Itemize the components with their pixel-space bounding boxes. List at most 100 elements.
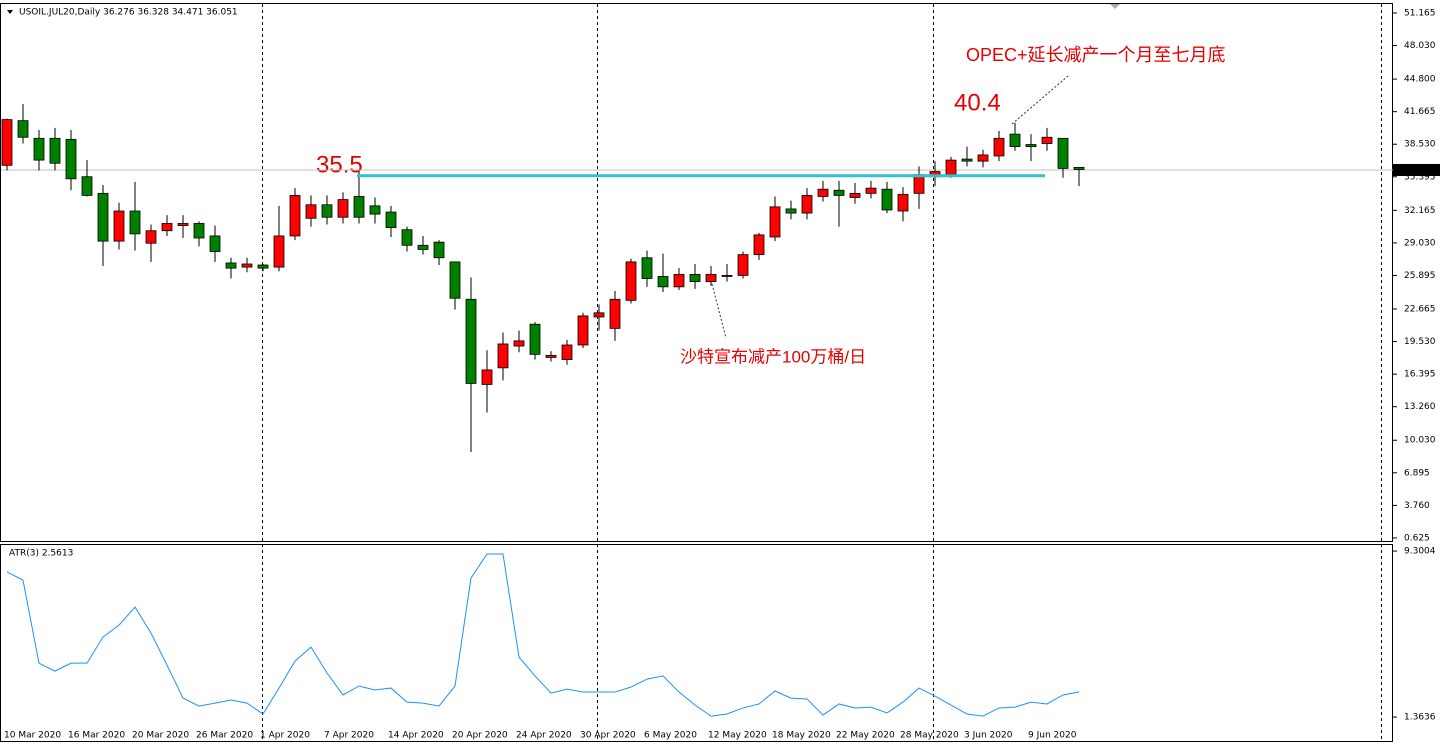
y-tick-label: 22.665 (1404, 305, 1436, 315)
indicator-title: ATR(3) 2.5613 (9, 549, 73, 559)
y-tick-label: 3.760 (1404, 501, 1430, 511)
y-tick-label: 16.395 (1404, 370, 1436, 380)
x-tick-label: 10 Mar 2020 (4, 731, 61, 741)
pointer (1011, 75, 1069, 125)
candle-body (977, 154, 989, 162)
x-tick-label: 9 Jun 2020 (1028, 731, 1077, 741)
pointers (711, 75, 1069, 339)
x-tick-label: 28 May 2020 (900, 731, 959, 741)
candle-body (81, 176, 93, 196)
candle-body (513, 340, 525, 347)
candle-body (993, 137, 1005, 157)
menu-arrow (7, 10, 13, 14)
candle-body (561, 344, 573, 360)
candle-body (33, 137, 45, 161)
candle-body (193, 223, 205, 239)
candle-body (737, 254, 749, 276)
y-tick-label: 29.030 (1404, 238, 1436, 248)
x-tick-label: 6 May 2020 (644, 731, 697, 741)
candle-body (673, 273, 685, 288)
candle-body (577, 315, 589, 346)
candle-body (401, 229, 413, 246)
candle-body (897, 193, 909, 212)
y-tick-label: 0.625 (1404, 533, 1430, 543)
x-tick-label: 12 May 2020 (708, 731, 767, 741)
candle-body (641, 257, 653, 279)
y-tick-label: 44.800 (1404, 75, 1436, 85)
x-tick-label: 22 May 2020 (836, 731, 895, 741)
candle-body (593, 312, 605, 318)
candle-body (529, 323, 541, 355)
x-tick-label: 20 Apr 2020 (452, 731, 508, 741)
annotation: 沙特宣布减产100万桶/日 (680, 347, 866, 366)
x-tick-label: 20 Mar 2020 (132, 731, 189, 741)
x-tick-label: 1 Apr 2020 (260, 731, 310, 741)
candle-body (497, 343, 509, 369)
candle-body (689, 273, 701, 283)
candle-body (17, 120, 29, 138)
y-tick-label: 51.165 (1404, 8, 1436, 18)
candle-body (1073, 166, 1085, 170)
candle-body (433, 241, 445, 259)
x-tick-label: 7 Apr 2020 (324, 731, 374, 741)
candle-body (1, 119, 13, 166)
y-tick-label: 25.895 (1404, 271, 1436, 281)
candle-body (65, 138, 77, 180)
candle-body (225, 262, 237, 269)
candle-body (961, 158, 973, 162)
y-tick-label: 32.165 (1404, 206, 1436, 216)
candle-body (49, 137, 61, 164)
candle-body (129, 210, 141, 235)
candle-body (385, 211, 397, 229)
candle-body (241, 263, 253, 268)
candle-body (257, 264, 269, 269)
y-tick-label: 10.030 (1404, 436, 1436, 446)
x-tick-label: 14 Apr 2020 (388, 731, 444, 741)
candle-body (609, 298, 621, 329)
candle-body (945, 159, 957, 176)
x-tick-label: 30 Apr 2020 (580, 731, 636, 741)
candle-body (209, 235, 221, 252)
candle-body (1009, 133, 1021, 148)
y-tick-label: 1.3636 (1404, 713, 1436, 723)
y-tick-label: 6.895 (1404, 468, 1430, 478)
candle-body (865, 187, 877, 194)
pointer (711, 283, 727, 339)
candle-body (913, 174, 925, 194)
candle-body (145, 230, 157, 244)
candle-body (449, 261, 461, 299)
atr-pane (0, 544, 1393, 742)
peak-label: 40.4 (954, 89, 1001, 116)
candle-body (833, 189, 845, 196)
candle-body (705, 273, 717, 283)
candle-body (369, 205, 381, 215)
candle-body (1057, 137, 1069, 169)
y-tick-label: 41.665 (1404, 107, 1436, 117)
x-tick-label: 16 Mar 2020 (68, 731, 125, 741)
candle-body (161, 223, 173, 232)
y-tick-label: 48.030 (1404, 41, 1436, 51)
last-price-label: 36.051 (1397, 165, 1429, 175)
candle-body (113, 210, 125, 242)
candle-body (337, 199, 349, 218)
candle-body (177, 223, 189, 226)
y-tick-label: 38.530 (1404, 140, 1436, 150)
candle-body (769, 206, 781, 238)
candle-body (321, 204, 333, 218)
candle-body (353, 196, 365, 218)
candle-body (465, 298, 477, 384)
candle-body (273, 235, 285, 268)
y-tick-label: 9.3004 (1404, 547, 1436, 557)
candle-body (625, 261, 637, 301)
price-pane (0, 3, 1393, 542)
candle-body (289, 195, 301, 237)
y-tick-label: 19.530 (1404, 337, 1436, 347)
candle-body (481, 369, 493, 385)
last-price-box (1393, 163, 1440, 176)
candle-body (817, 188, 829, 197)
annotation: OPEC+延长减产一个月至七月底 (966, 45, 1226, 65)
x-tick-label: 18 May 2020 (772, 731, 831, 741)
